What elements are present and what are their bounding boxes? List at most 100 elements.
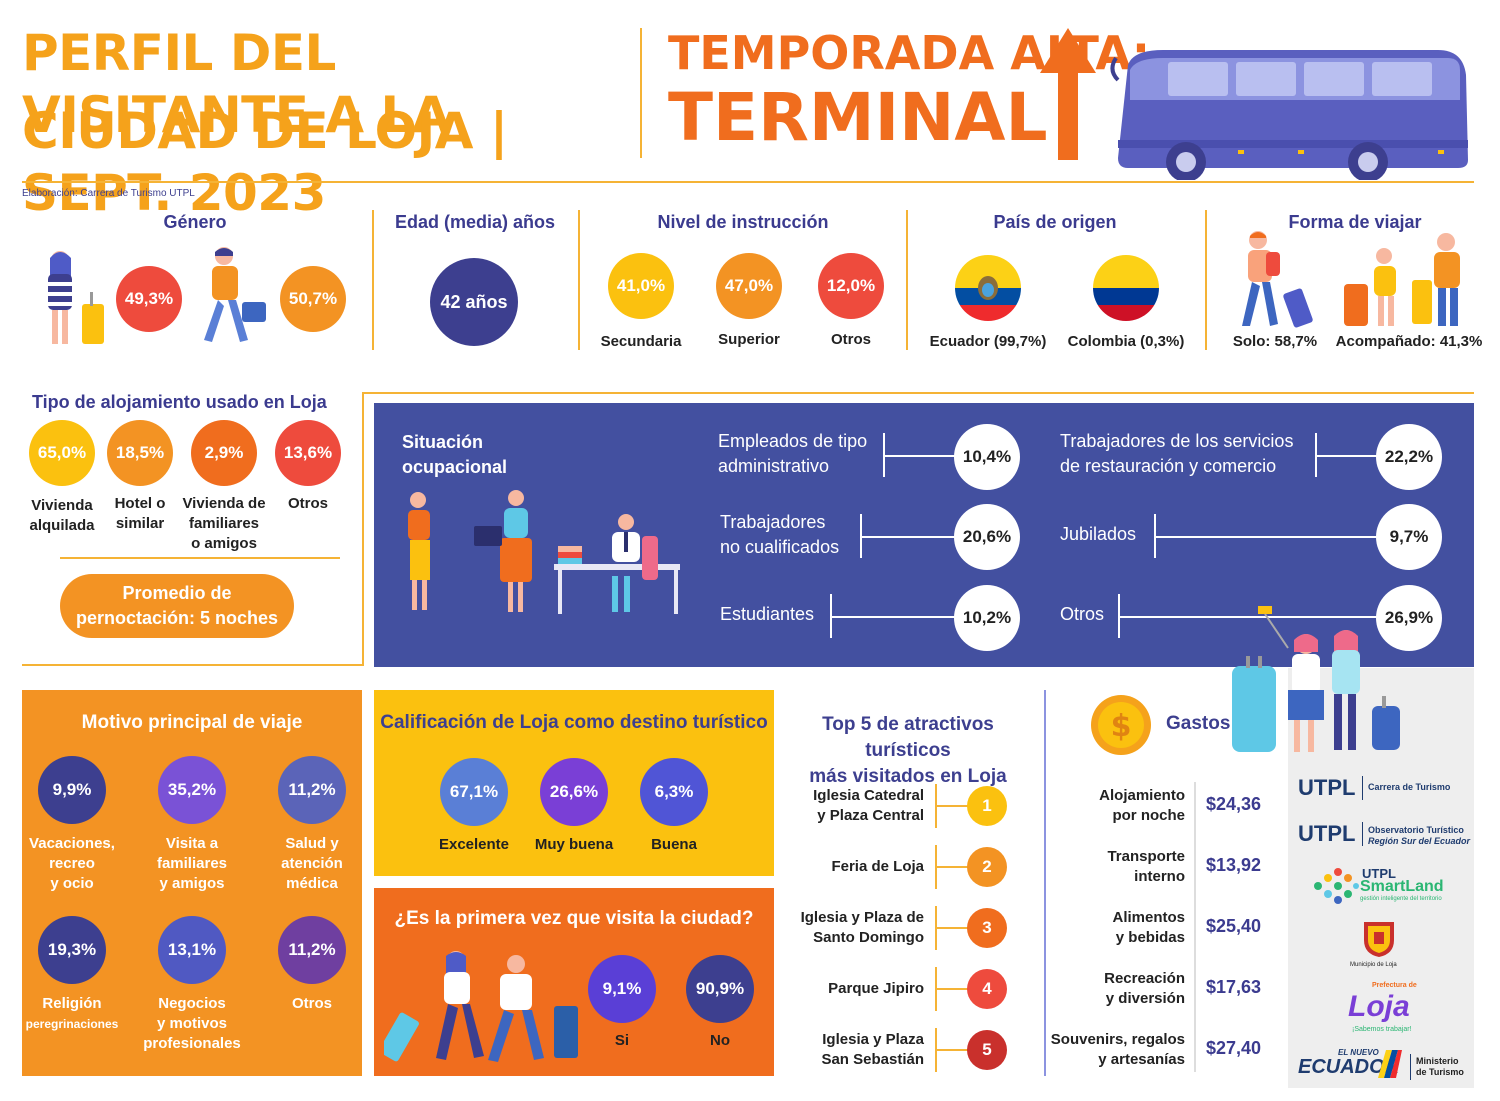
ministerio-text: Ministerio de Turismo bbox=[1416, 1056, 1464, 1077]
atractivo-rank-5: 5 bbox=[967, 1030, 1007, 1070]
atractivo-rank-1: 1 bbox=[967, 786, 1007, 826]
ecuador-flag-icon bbox=[955, 255, 1021, 321]
ocup-left-value-1: 10,4% bbox=[962, 447, 1012, 466]
ocup-right-value-3: 26,9% bbox=[1384, 608, 1434, 627]
primera-vez-no-value: 90,9% bbox=[695, 979, 745, 998]
prefectura-text: Prefectura de bbox=[1372, 982, 1417, 989]
gasto-label-4: Recreación y diversión bbox=[1104, 970, 1185, 1007]
alojamiento-connector bbox=[60, 557, 340, 559]
couple-travelers-icon bbox=[384, 951, 578, 1062]
alojamiento-value-3: 2,9% bbox=[204, 443, 244, 462]
calificacion-label-1: Excelente bbox=[438, 836, 510, 853]
atractivo-label-5: Iglesia y Plaza San Sebastián bbox=[821, 1031, 924, 1068]
selfie-travelers-illustration bbox=[1232, 606, 1400, 752]
motivo-label-3: Salud y atención médica bbox=[281, 835, 343, 892]
male-pct: 50,7% bbox=[288, 289, 338, 308]
atractivo-connector-3 bbox=[935, 927, 969, 929]
ocup-left-line-2 bbox=[860, 536, 955, 538]
nuevo-text: EL NUEVO bbox=[1338, 1048, 1379, 1057]
edad-value: 42 años bbox=[440, 291, 508, 312]
motivo-label-1: Vacaciones, recreo y ocio bbox=[29, 835, 115, 892]
divider-3 bbox=[906, 210, 908, 350]
primera-vez-no-label: No bbox=[710, 1032, 730, 1049]
calificacion-label-2: Muy buena bbox=[534, 836, 614, 853]
solo-traveler-icon bbox=[1242, 231, 1313, 328]
edad-circle: 42 años bbox=[430, 258, 518, 346]
ocup-right-line-1 bbox=[1315, 455, 1377, 457]
ocup-right-value-2: 9,7% bbox=[1389, 527, 1429, 546]
ocup-left-circle-1: 10,4% bbox=[954, 424, 1020, 490]
alojamiento-value-2: 18,5% bbox=[115, 443, 165, 462]
ocup-left-value-3: 10,2% bbox=[962, 608, 1012, 627]
instruccion-circle-1: 41,0% bbox=[608, 253, 674, 319]
alojamiento-circle-2: 18,5% bbox=[107, 420, 173, 486]
motivo-circle-3: 11,2% bbox=[278, 756, 346, 824]
primera-vez-si-value: 9,1% bbox=[602, 979, 642, 998]
primera-vez-si-circle: 9,1% bbox=[588, 955, 656, 1023]
motivo-panel bbox=[22, 690, 362, 1076]
atractivo-label-3: Iglesia y Plaza de Santo Domingo bbox=[800, 909, 924, 946]
atractivos-divider bbox=[1044, 690, 1046, 1076]
ocup-right-line-2 bbox=[1154, 536, 1377, 538]
utpl-logo-2: UTPL bbox=[1298, 821, 1356, 846]
loja-logo-text: Loja bbox=[1348, 990, 1410, 1023]
pais-title: País de origen bbox=[993, 212, 1117, 232]
gasto-label-3: Alimentos y bebidas bbox=[1112, 909, 1185, 946]
group-travelers-icon bbox=[1344, 233, 1460, 326]
alojamiento-circle-1: 65,0% bbox=[29, 420, 95, 486]
municipio-text: Municipio de Loja bbox=[1350, 962, 1397, 968]
solo-label: Solo: 58,7% bbox=[1232, 333, 1318, 350]
row2-vertical-line bbox=[362, 392, 364, 666]
alojamiento-circle-3: 2,9% bbox=[191, 420, 257, 486]
motivo-label-5: Negocios y motivos profesionales bbox=[143, 995, 241, 1052]
atractivo-rank-2: 2 bbox=[967, 847, 1007, 887]
carrera-logo-text: Carrera de Turismo bbox=[1368, 782, 1451, 792]
instruccion-label-2: Superior bbox=[718, 331, 780, 348]
ecuador-logo-text: ECUADOR bbox=[1298, 1056, 1400, 1078]
ocup-right-circle-3: 26,9% bbox=[1376, 585, 1442, 651]
gasto-value-2: $13,92 bbox=[1206, 855, 1262, 875]
atractivos-title: Top 5 de atractivos turísticos más visita… bbox=[809, 714, 1007, 787]
instruccion-value-1: 41,0% bbox=[616, 276, 666, 295]
instruccion-circle-2: 47,0% bbox=[716, 253, 782, 319]
motivo-value-6: 11,2% bbox=[288, 940, 336, 959]
ocup-left-label-3: Estudiantes bbox=[720, 604, 815, 624]
smartland-logo-icon bbox=[1314, 868, 1359, 904]
acompanado-label: Acompañado: 41,3% bbox=[1335, 333, 1483, 350]
office-workers-illustration bbox=[408, 490, 680, 614]
calificacion-label-3: Buena bbox=[651, 836, 697, 853]
atractivo-label-4: Parque Jipiro bbox=[828, 980, 924, 997]
atractivo-label-1: Iglesia Catedral y Plaza Central bbox=[813, 787, 924, 824]
motivo-label-6: Otros bbox=[291, 995, 332, 1012]
alojamiento-value-1: 65,0% bbox=[37, 443, 87, 462]
ocup-right-circle-2: 9,7% bbox=[1376, 504, 1442, 570]
row2-top-line bbox=[362, 392, 1474, 394]
ministerio-divider bbox=[1410, 1054, 1411, 1080]
primera-vez-no-circle: 90,9% bbox=[686, 955, 754, 1023]
gasto-value-4: $17,63 bbox=[1206, 977, 1262, 997]
motivo-circle-1: 9,9% bbox=[38, 756, 106, 824]
instruccion-value-3: 12,0% bbox=[826, 276, 876, 295]
gastos-title: Gastos bbox=[1166, 713, 1231, 734]
ecuador-stripes-icon bbox=[1378, 1050, 1402, 1078]
atractivo-rank-3: 3 bbox=[967, 908, 1007, 948]
male-pct-circle: 50,7% bbox=[280, 266, 346, 332]
ocup-left-label-1: Empleados de tipo administrativo bbox=[718, 431, 868, 476]
atractivo-label-2: Feria de Loja bbox=[831, 858, 924, 875]
ocup-left-value-2: 20,6% bbox=[962, 527, 1012, 546]
season-title-line2: TERMINAL bbox=[668, 79, 1048, 156]
gasto-value-1: $24,36 bbox=[1206, 794, 1262, 814]
loja-sub-text: ¡Sabemos trabajar! bbox=[1352, 1026, 1412, 1033]
ocup-right-label-1: Trabajadores de los servicios de restaura… bbox=[1060, 431, 1294, 476]
atractivo-connector-2 bbox=[935, 866, 969, 868]
alojamiento-label-2: Hotel o similar bbox=[114, 495, 166, 532]
calificacion-circle-1: 67,1% bbox=[440, 758, 508, 826]
alojamiento-label-3: Vivienda de familiares o amigos bbox=[182, 495, 266, 552]
observatorio-logo-text: Observatorio Turístico Región Sur del Ecu… bbox=[1368, 825, 1471, 846]
female-pct: 49,3% bbox=[124, 289, 174, 308]
alojamiento-label-1: Vivienda alquilada bbox=[29, 497, 95, 534]
ocup-right-label-2: Jubilados bbox=[1060, 524, 1137, 544]
coin-icon: $ bbox=[1091, 695, 1151, 755]
edad-title: Edad (media) años bbox=[394, 212, 556, 232]
motivo-value-1: 9,9% bbox=[52, 780, 92, 799]
